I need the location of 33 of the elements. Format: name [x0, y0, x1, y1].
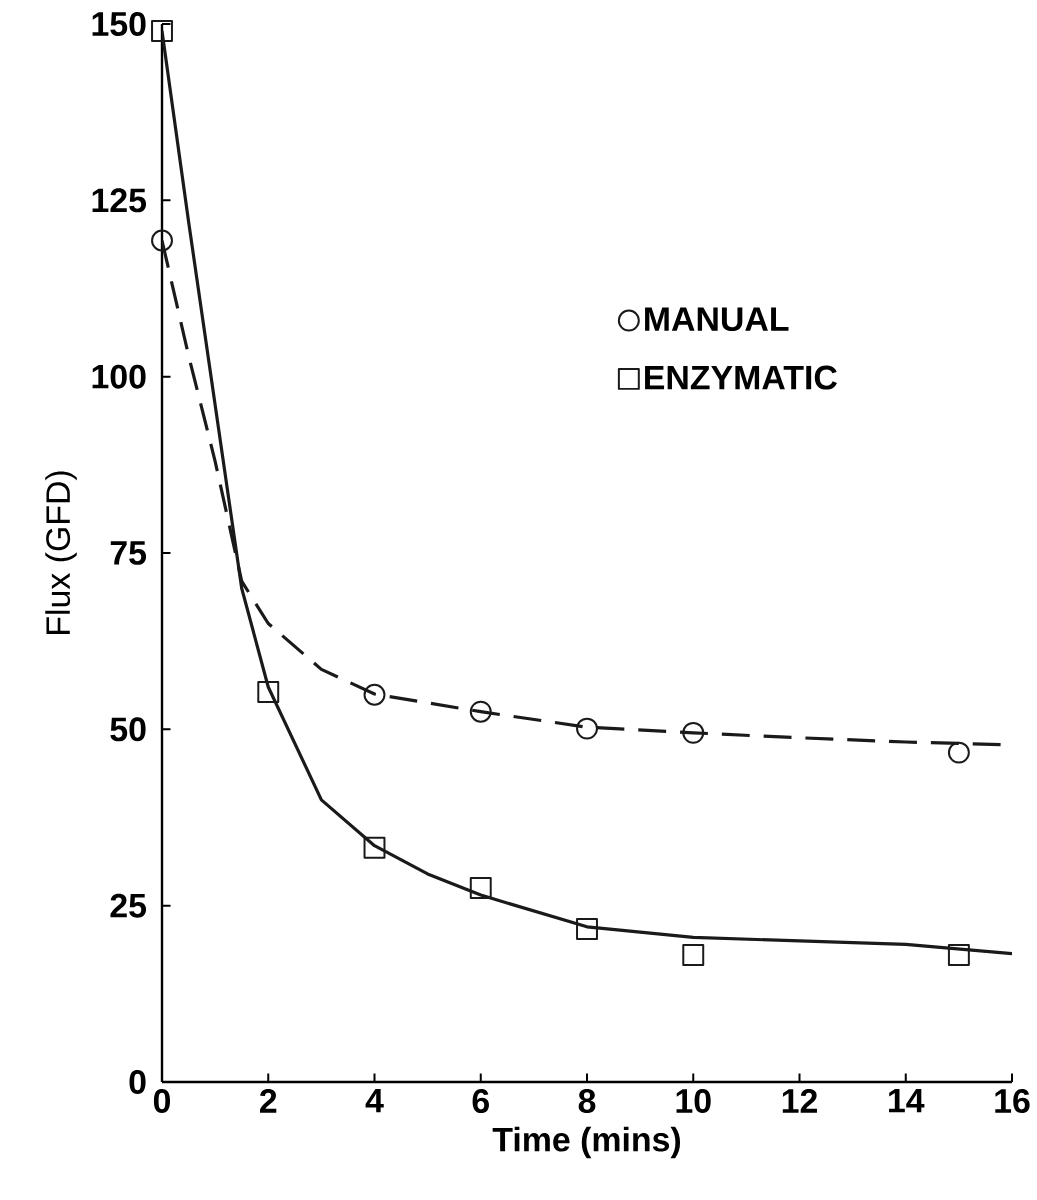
point [947, 741, 970, 764]
y-tick-label: 75 [110, 541, 146, 565]
x-tick-label: 14 [888, 1089, 925, 1113]
y-tick-label: 125 [92, 188, 146, 213]
point [575, 717, 598, 740]
point [575, 917, 598, 940]
point [469, 700, 492, 723]
point [947, 944, 970, 966]
x-tick-label: 2 [259, 1089, 277, 1113]
point [469, 877, 492, 899]
y-tick-label: 50 [110, 717, 146, 742]
legend-label: ENZYMATIC [644, 365, 837, 390]
x-tick-label: 4 [365, 1089, 384, 1113]
y-tick-label: 25 [110, 893, 146, 918]
point [682, 944, 704, 966]
x-tick-label: 10 [676, 1089, 711, 1114]
point [150, 229, 173, 252]
point [363, 836, 386, 859]
x-axis-title: Time (mins) [492, 1126, 680, 1159]
y-axis-title: Flux (GFD) [45, 471, 77, 634]
y-tick-label: 150 [92, 11, 146, 36]
point [150, 20, 173, 42]
point [257, 680, 279, 703]
y-tick-label: 0 [129, 1070, 146, 1094]
point [363, 683, 386, 706]
x-tick-label: 8 [578, 1089, 596, 1114]
point [682, 721, 704, 744]
x-tick-label: 0 [153, 1089, 170, 1114]
x-tick-label: 6 [472, 1089, 489, 1114]
x-tick-label: 16 [995, 1089, 1030, 1114]
y-tick-label: 100 [92, 364, 146, 389]
x-tick-label: 12 [782, 1089, 817, 1113]
legend-label: MANUAL [644, 307, 789, 332]
